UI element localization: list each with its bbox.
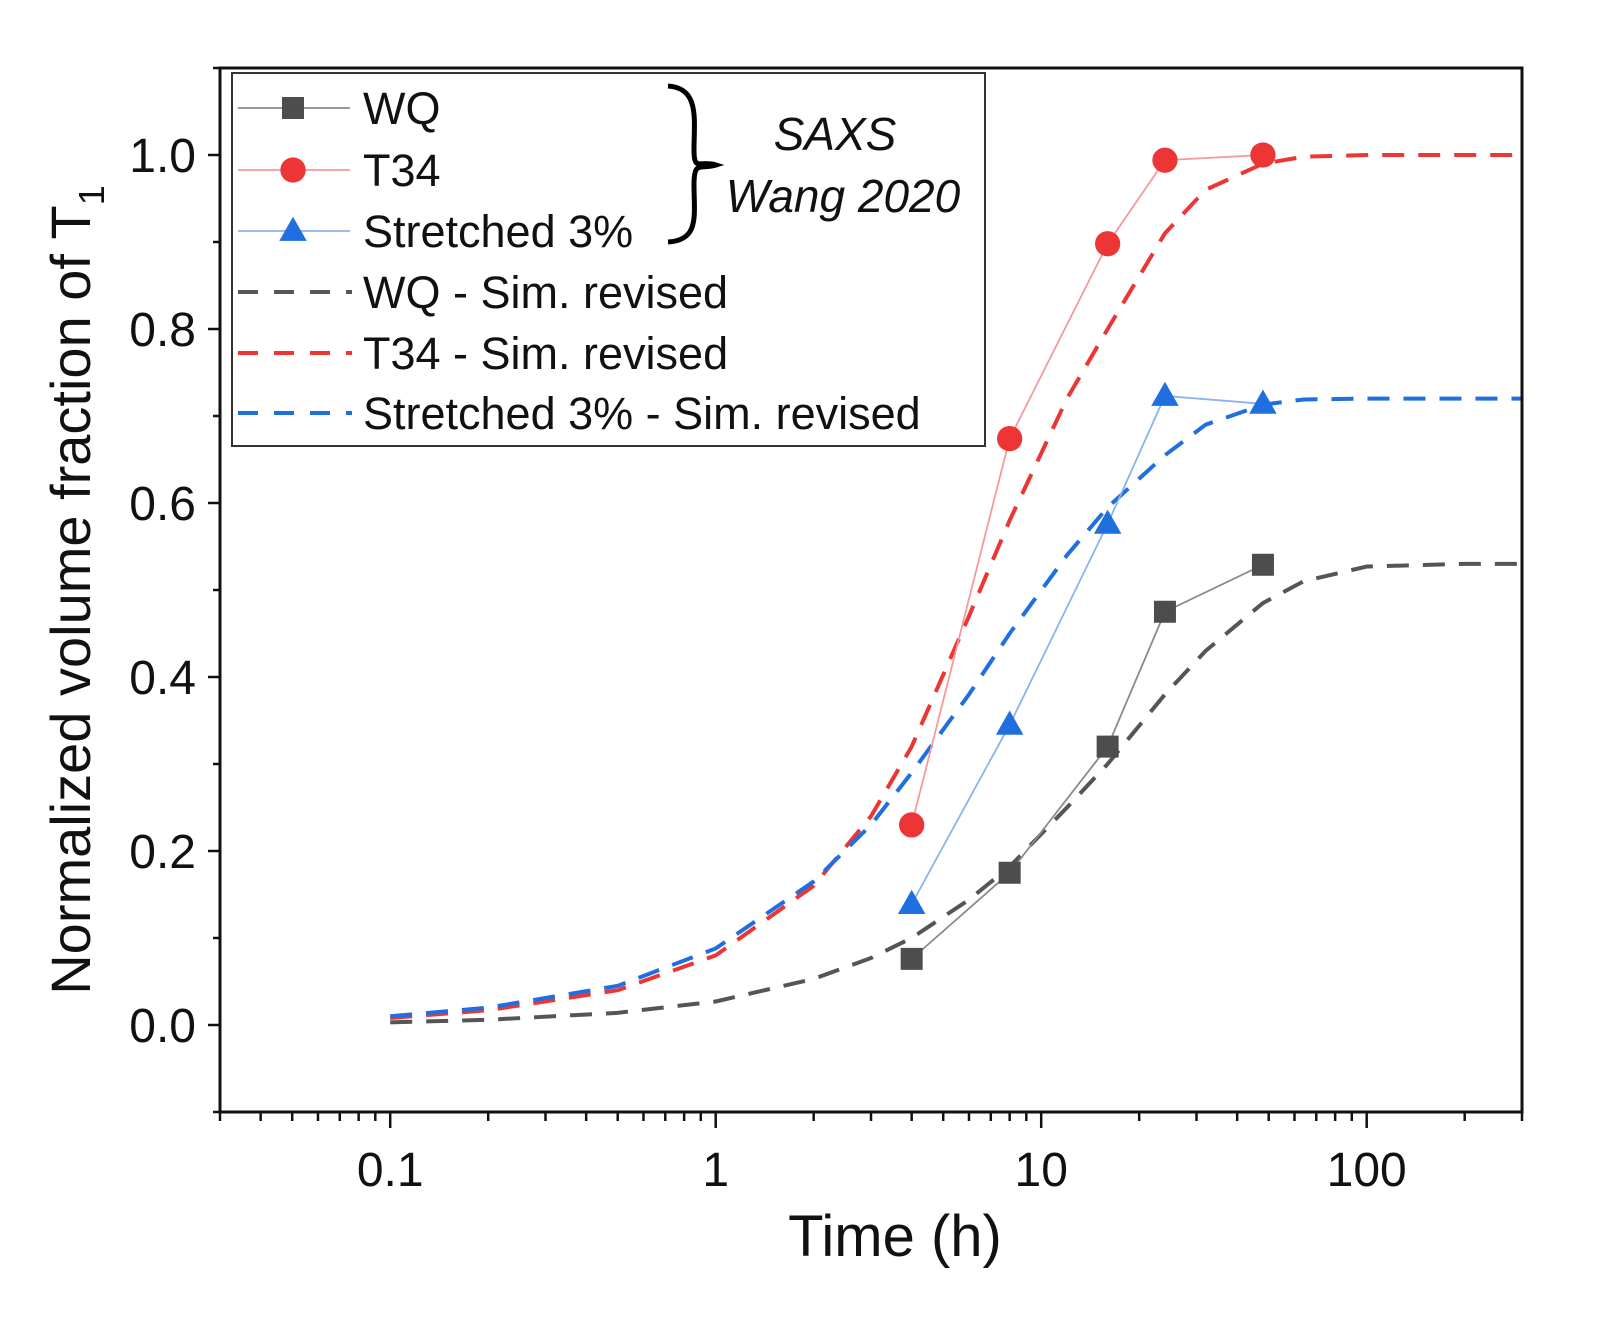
y-tick-label: 1.0 xyxy=(129,130,196,183)
y-axis-label-main: Normalized volume fraction of T xyxy=(39,205,102,995)
data-point-square xyxy=(900,947,923,970)
data-point-triangle xyxy=(1249,389,1277,414)
legend-label: Stretched 3% - Sim. revised xyxy=(363,388,921,439)
legend-marker-circle xyxy=(280,157,306,183)
legend-box xyxy=(231,72,986,447)
plot-marks xyxy=(390,142,1522,1025)
y-axis-label: Normalized volume fraction of T1 xyxy=(39,185,112,995)
y-tick-label: 0.4 xyxy=(129,652,196,705)
legend-item: Stretched 3% - Sim. revised xyxy=(238,388,921,439)
legend-item: T34 xyxy=(238,145,441,196)
legend-label: Stretched 3% xyxy=(363,206,633,257)
data-point-circle xyxy=(997,425,1023,452)
legend-items: WQ T34 Stretched 3% WQ - Sim. revised T34 - … xyxy=(238,83,921,439)
x-tick-label: 0.1 xyxy=(357,1144,424,1197)
sim-curve xyxy=(390,561,1522,1025)
legend-item: WQ - Sim. revised xyxy=(238,267,728,318)
data-point-triangle xyxy=(1093,509,1122,534)
legend: WQ T34 Stretched 3% WQ - Sim. revised T34 - … xyxy=(231,72,986,447)
data-point-circle xyxy=(1250,142,1276,168)
annotation-saxs: SAXS xyxy=(774,108,897,160)
series-t34 xyxy=(899,142,1276,838)
legend-brace xyxy=(667,83,725,245)
legend-item: T34 - Sim. revised xyxy=(238,328,728,379)
legend-label: WQ xyxy=(363,83,440,134)
y-tick-label: 0.8 xyxy=(129,304,196,357)
data-line xyxy=(910,395,1264,905)
x-tick-label: 1 xyxy=(702,1144,729,1197)
legend-label: T34 - Sim. revised xyxy=(363,328,728,379)
y-tick-label: 0.6 xyxy=(129,478,196,531)
data-point-circle xyxy=(1094,231,1121,257)
legend-item: Stretched 3% xyxy=(238,206,633,257)
x-tick-label: 100 xyxy=(1327,1144,1407,1197)
data-point-square xyxy=(998,861,1021,884)
data-point-triangle xyxy=(995,710,1024,735)
data-point-triangle xyxy=(1151,381,1179,406)
data-point-square xyxy=(1096,735,1119,758)
data-point-circle xyxy=(899,812,925,838)
series-stretched-3-sim-revised xyxy=(390,396,1522,1019)
y-axis-label-subscript: 1 xyxy=(71,185,112,205)
x-tick-label: 10 xyxy=(1015,1144,1068,1197)
data-point-triangle xyxy=(897,889,926,914)
series-t34-sim-revised xyxy=(390,153,1522,1021)
series-stretched-3- xyxy=(897,381,1277,914)
sim-curve xyxy=(390,153,1522,1021)
y-tick-label: 0.0 xyxy=(129,1000,196,1053)
axes: 0.1 1 10 100 0.0 0.2 0.4 0.6 0.8 1.0 xyxy=(129,66,1524,1197)
x-axis-label: Time (h) xyxy=(788,1204,1002,1269)
series-wq-sim-revised xyxy=(390,561,1522,1025)
data-point-square xyxy=(1251,553,1274,576)
legend-label: WQ - Sim. revised xyxy=(363,267,728,318)
annotation-wang-2020: Wang 2020 xyxy=(726,170,961,222)
legend-marker-square xyxy=(282,97,304,119)
legend-marker-triangle xyxy=(279,216,307,241)
legend-item: WQ xyxy=(238,83,440,134)
y-tick-label: 0.2 xyxy=(129,826,196,879)
series-wq xyxy=(900,553,1274,970)
legend-label: T34 xyxy=(363,145,441,196)
data-point-square xyxy=(1153,600,1176,623)
sim-curve xyxy=(390,396,1522,1019)
data-point-circle xyxy=(1152,147,1178,173)
